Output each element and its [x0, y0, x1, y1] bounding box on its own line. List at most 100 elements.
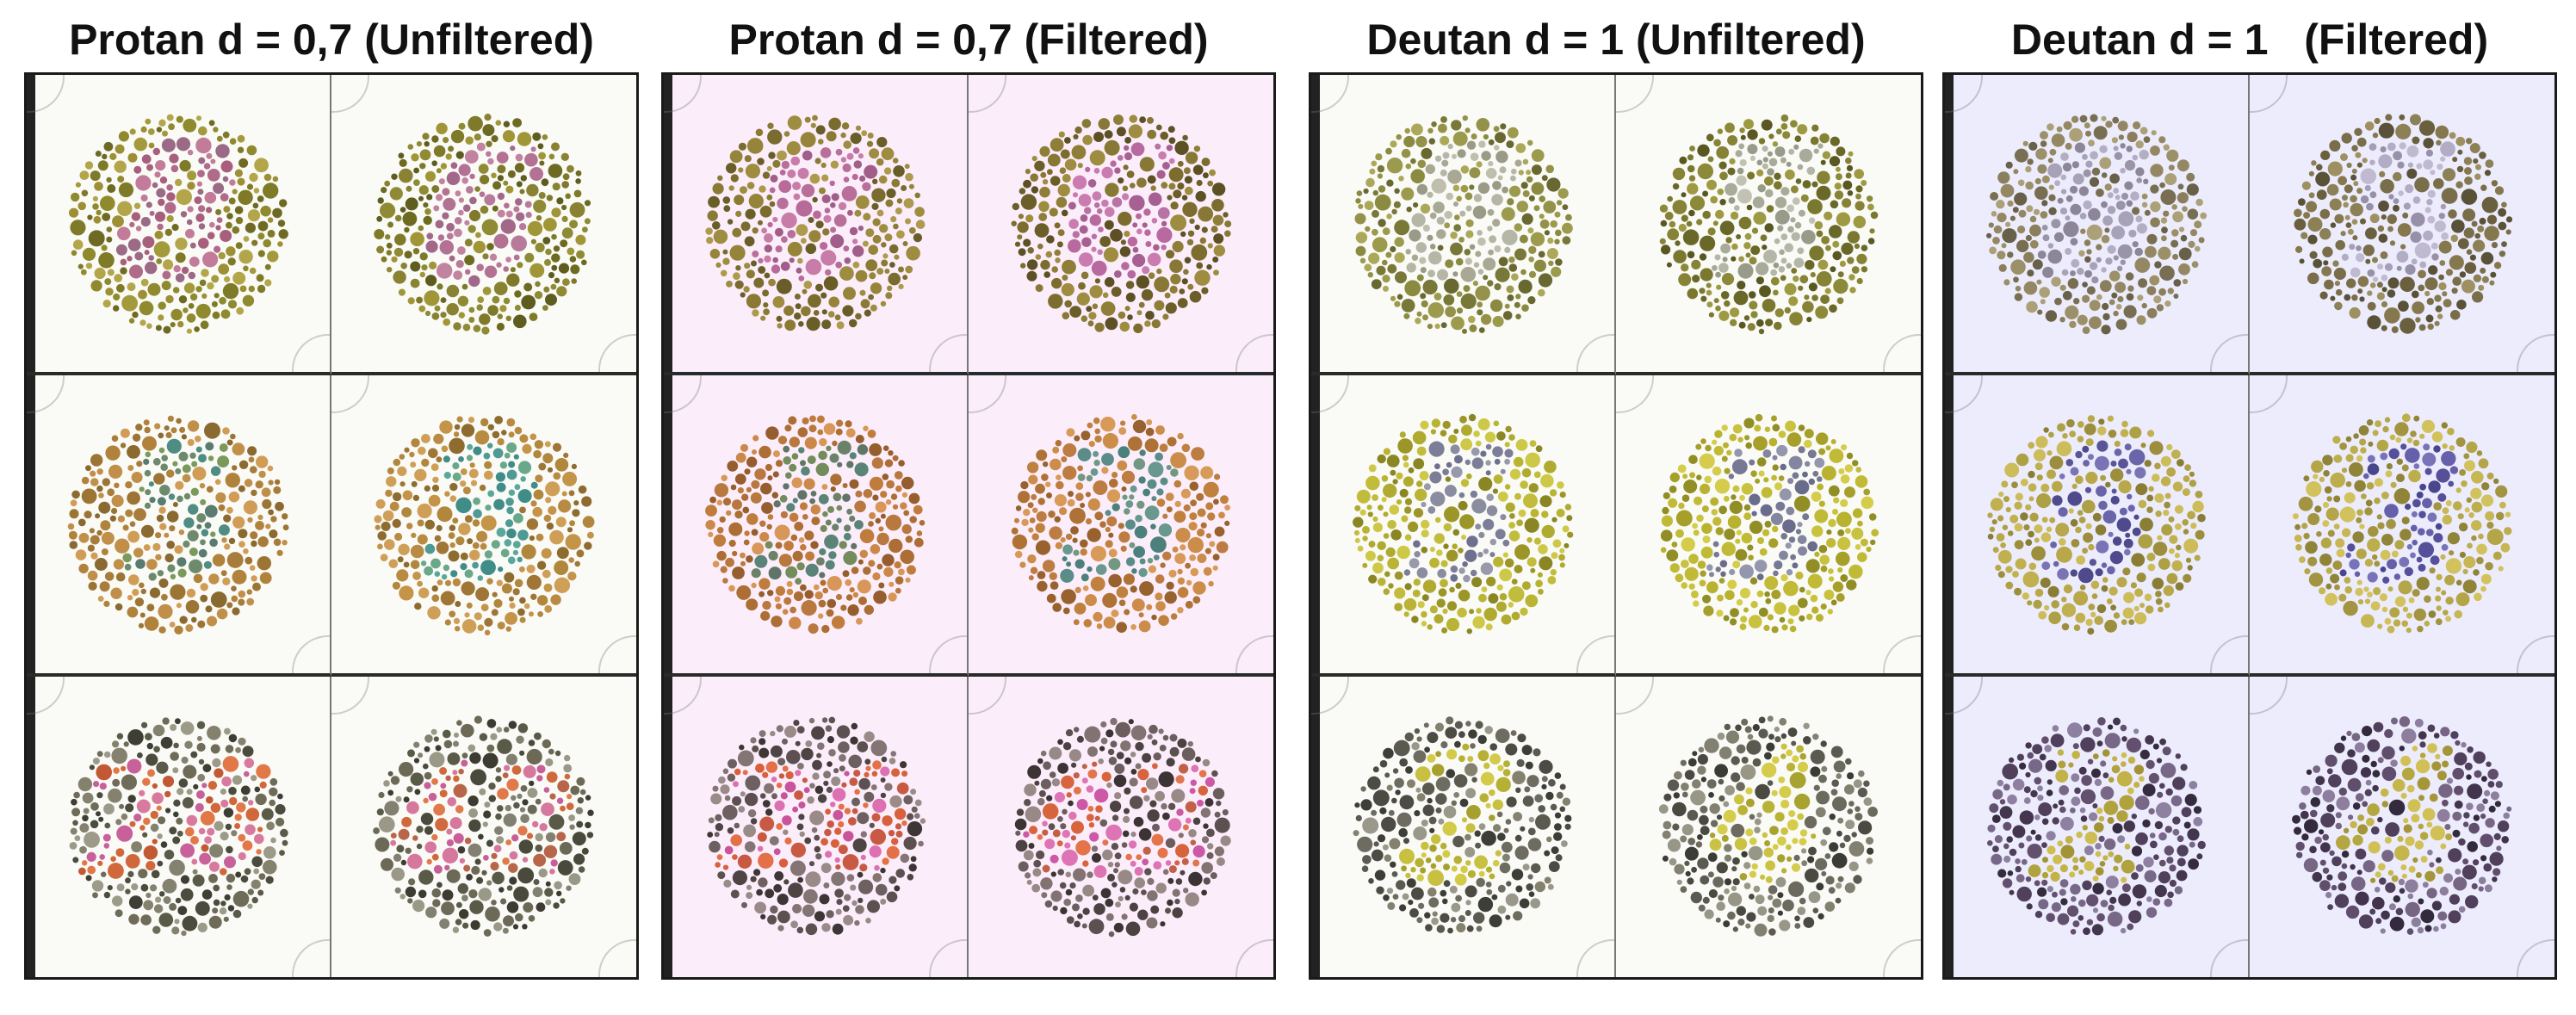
color-plate [65, 714, 291, 939]
color-plate [1984, 714, 2209, 939]
color-plate [2289, 111, 2515, 337]
plate-grid [1311, 75, 1921, 977]
panel-title-protan-filtered: Protan d = 0,7 (Filtered) [728, 15, 1209, 64]
corner-mark [2517, 334, 2554, 373]
plate-dots [67, 415, 289, 634]
plate-dots [1014, 718, 1231, 938]
plate-cell [1945, 75, 2250, 376]
plate-dots [2292, 413, 2512, 634]
corner-mark [664, 676, 702, 715]
corner-mark [27, 75, 65, 113]
corner-mark [292, 939, 330, 977]
corner-mark [929, 334, 967, 373]
corner-mark [929, 939, 967, 977]
corner-mark [664, 75, 702, 113]
color-plate [1656, 412, 1881, 637]
corner-mark [292, 634, 330, 673]
plate-dots [1353, 716, 1572, 934]
corner-mark [969, 676, 1006, 715]
plate-dots [1658, 715, 1878, 938]
corner-mark [2517, 634, 2554, 673]
plate-cell [331, 75, 636, 376]
plate-cell [2250, 75, 2554, 376]
plate-cell [1945, 375, 2250, 677]
panel-edge-bar [664, 75, 672, 977]
plate-dots [69, 717, 288, 937]
plate-dots [374, 113, 591, 335]
plate-dots [2292, 716, 2512, 936]
corner-mark [2210, 634, 2248, 673]
plate-cell [1311, 676, 1616, 977]
plate-dots [1659, 114, 1879, 334]
color-plate [703, 412, 928, 637]
plate-cell [331, 676, 636, 977]
corner-mark [1616, 676, 1654, 715]
corner-mark [1235, 634, 1273, 673]
plate-cell [1311, 75, 1616, 376]
plate-dots [1011, 413, 1230, 633]
corner-mark [1311, 676, 1349, 715]
plate-dots [374, 415, 595, 635]
plate-cell [969, 676, 1273, 977]
panel-protan-unfiltered [24, 72, 639, 980]
plate-cell [969, 375, 1273, 677]
plate-dots [705, 415, 926, 634]
corner-mark [27, 375, 65, 414]
corner-mark [2210, 939, 2248, 977]
corner-mark [1616, 75, 1654, 113]
panel-edge-bar [1311, 75, 1320, 977]
plate-cell [1616, 75, 1921, 376]
corner-mark [331, 375, 369, 414]
plate-cell [27, 75, 331, 376]
color-plate [1008, 412, 1234, 637]
plate-cell [969, 75, 1273, 376]
corner-mark [1883, 634, 1921, 673]
plate-cell [1616, 375, 1921, 677]
color-plate [1984, 111, 2209, 337]
corner-mark [1235, 939, 1273, 977]
color-plate [1008, 714, 1234, 939]
corner-mark [331, 676, 369, 715]
plate-dots [1011, 114, 1232, 333]
plate-cell [2250, 375, 2554, 677]
panel-edge-bar [1945, 75, 1954, 977]
corner-mark [2250, 375, 2288, 414]
corner-mark [1883, 939, 1921, 977]
corner-mark [1883, 334, 1921, 373]
plate-grid [664, 75, 1273, 977]
plate-cell [27, 676, 331, 977]
plate-dots [2294, 114, 2513, 334]
corner-mark [1576, 939, 1614, 977]
color-plate [65, 111, 291, 337]
corner-mark [2250, 676, 2288, 715]
plate-dots [1353, 413, 1574, 634]
color-plate [1350, 412, 1576, 637]
panel-protan-filtered [661, 72, 1276, 980]
color-plate [1984, 412, 2209, 637]
color-plate [65, 412, 291, 637]
color-plate [371, 412, 597, 637]
plate-cell [664, 676, 969, 977]
plate-dots [69, 114, 288, 334]
corner-mark [1311, 75, 1349, 113]
corner-mark [1311, 375, 1349, 414]
color-plate [371, 714, 597, 939]
panel-deutan-unfiltered [1309, 72, 1923, 980]
corner-mark [1616, 375, 1654, 414]
color-plate [1350, 714, 1576, 939]
corner-mark [1945, 75, 1983, 113]
plate-dots [373, 715, 594, 938]
panel-edge-bar [27, 75, 35, 977]
corner-mark [2250, 75, 2288, 113]
corner-mark [598, 634, 636, 673]
plate-cell [1616, 676, 1921, 977]
plate-cell [1945, 676, 2250, 977]
panel-title-protan-unfiltered: Protan d = 0,7 (Unfiltered) [69, 15, 594, 64]
plate-grid [1945, 75, 2554, 977]
corner-mark [2517, 939, 2554, 977]
corner-mark [1576, 634, 1614, 673]
plate-cell [27, 375, 331, 677]
plate-cell [2250, 676, 2554, 977]
corner-mark [1945, 676, 1983, 715]
corner-mark [1945, 375, 1983, 414]
